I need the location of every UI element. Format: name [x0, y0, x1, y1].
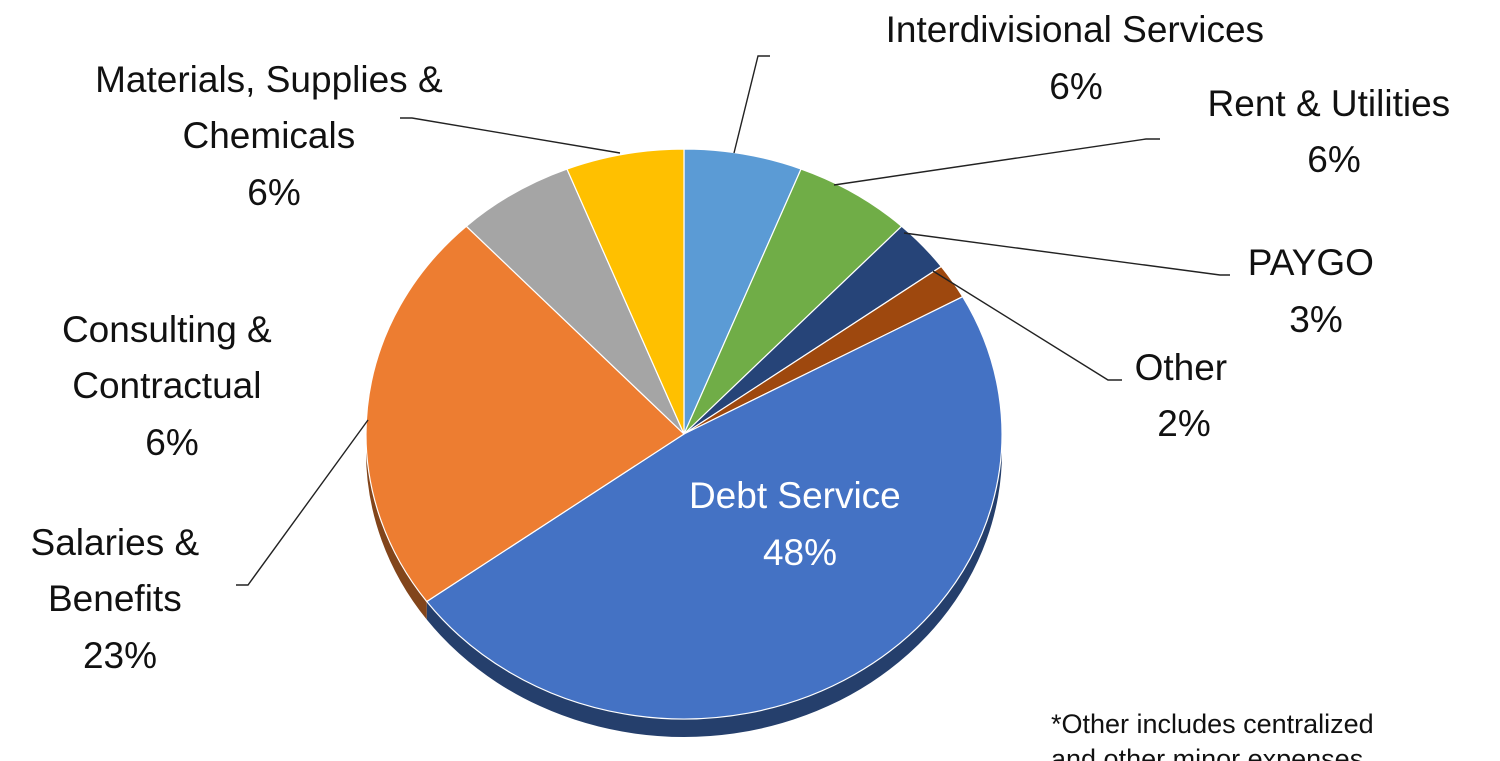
- label-rent-value: 6%: [1307, 139, 1360, 180]
- pie-slice-rent-utilities: [683, 168, 903, 435]
- label-salaries: Salaries & Benefits 23%: [31, 522, 210, 676]
- pie-slice-interdivisional-services: [683, 148, 802, 435]
- label-debt-service-value: 48%: [763, 532, 837, 573]
- label-salaries-value: 23%: [83, 635, 157, 676]
- label-debt-service-name: Debt Service: [689, 475, 901, 516]
- label-salaries-line1: Salaries &: [31, 522, 200, 563]
- footnote: *Other includes centralized and other mi…: [1051, 709, 1381, 761]
- label-paygo-value: 3%: [1289, 299, 1342, 340]
- pie-slices: [365, 148, 1003, 720]
- leader-line-materials: [400, 117, 621, 154]
- label-consulting-line1: Consulting &: [62, 309, 272, 350]
- label-consulting-value: 6%: [145, 422, 198, 463]
- pie-slice-consulting-contractual: [465, 168, 685, 435]
- label-materials-line2: Chemicals: [183, 115, 356, 156]
- label-interdivisional-name: Interdivisional Services: [886, 9, 1264, 50]
- pie-edge-salaries-benefits: [366, 434, 427, 620]
- label-interdivisional: Interdivisional Services 6%: [886, 9, 1275, 107]
- footnote-line1: *Other includes centralized: [1051, 709, 1374, 739]
- pie-slice-materials-supplies-chemicals: [566, 148, 685, 435]
- footnote-line2: and other minor expenses: [1051, 744, 1363, 761]
- label-paygo: PAYGO 3%: [1248, 242, 1384, 340]
- label-consulting-line2: Contractual: [72, 365, 261, 406]
- pie-depth-edge: [366, 434, 1002, 737]
- leader-line-salaries: [236, 419, 369, 586]
- label-rent-name: Rent & Utilities: [1208, 83, 1451, 124]
- label-other: Other 2%: [1135, 347, 1238, 444]
- label-debt-service: Debt Service 48%: [689, 475, 911, 573]
- label-paygo-name: PAYGO: [1248, 242, 1374, 283]
- leader-line-interdivisional: [733, 55, 770, 154]
- label-interdivisional-value: 6%: [1049, 66, 1102, 107]
- label-materials: Materials, Supplies & Chemicals 6%: [95, 59, 453, 213]
- leader-line-paygo: [903, 232, 1230, 276]
- label-other-value: 2%: [1157, 403, 1210, 444]
- label-materials-value: 6%: [247, 172, 300, 213]
- leader-lines: [236, 55, 1230, 586]
- pie-slice-debt-service: [425, 295, 1003, 720]
- pie-slice-salaries-benefits: [365, 225, 685, 603]
- leader-line-rent: [833, 138, 1160, 186]
- label-other-name: Other: [1135, 347, 1228, 388]
- label-materials-line1: Materials, Supplies &: [95, 59, 443, 100]
- label-consulting: Consulting & Contractual 6%: [62, 309, 282, 463]
- leader-line-other: [932, 270, 1122, 381]
- label-rent: Rent & Utilities 6%: [1208, 83, 1461, 180]
- label-salaries-line2: Benefits: [48, 578, 182, 619]
